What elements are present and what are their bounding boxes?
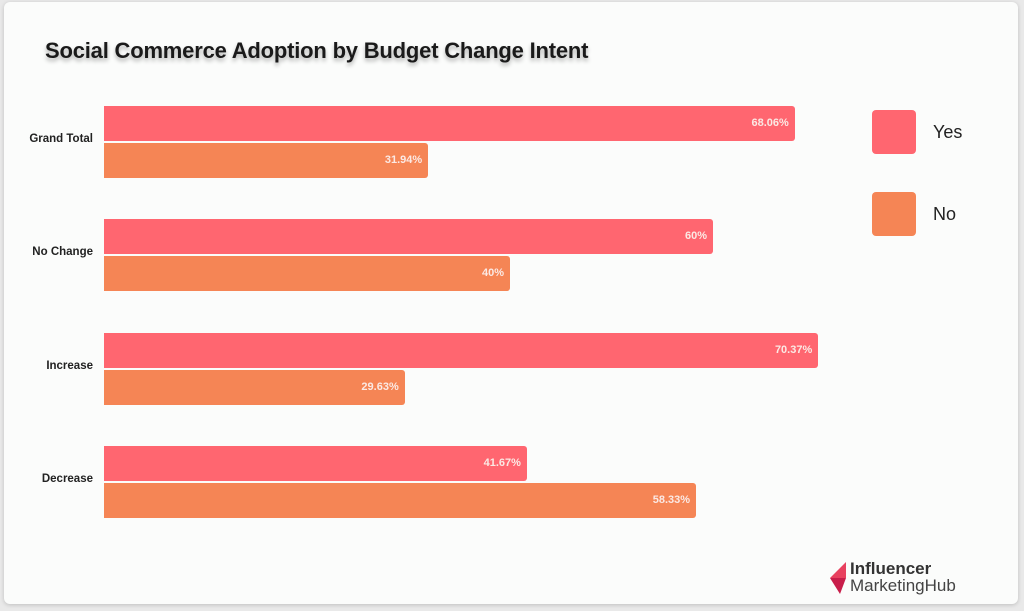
legend-label-yes: Yes (933, 122, 963, 142)
category-label: Decrease (41, 473, 93, 485)
category-label: Grand Total (29, 133, 93, 145)
bar-yes (104, 333, 819, 368)
legend-swatch-yes (872, 110, 916, 154)
chart-card: Social Commerce Adoption by Budget Chang… (4, 2, 1018, 604)
bar-no (104, 370, 405, 405)
brand-name-line1: Influencer (850, 559, 932, 578)
brand-logo: Influencer MarketingHub (830, 559, 990, 596)
brand-logo-icon (830, 562, 846, 594)
category-label: Increase (46, 360, 93, 372)
chart-title: Social Commerce Adoption by Budget Chang… (45, 38, 589, 63)
data-label: 40% (481, 267, 504, 279)
bar-no (104, 143, 429, 178)
bar-yes (104, 446, 527, 481)
data-label: 60% (684, 230, 707, 242)
bar-yes (104, 106, 795, 141)
data-label: 31.94% (384, 154, 423, 166)
bar-yes (104, 219, 713, 254)
legend-swatch-no (872, 192, 916, 236)
data-label: 70.37% (774, 344, 813, 356)
bar-no (104, 256, 510, 291)
bar-no (104, 483, 697, 518)
data-label: 41.67% (483, 457, 521, 469)
category-label: No Change (32, 246, 93, 258)
data-label: 68.06% (751, 117, 789, 129)
data-label: 58.33% (652, 494, 691, 506)
legend-label-no: No (933, 204, 957, 224)
data-label: 29.63% (361, 381, 399, 393)
brand-name-line2: MarketingHub (850, 576, 956, 595)
